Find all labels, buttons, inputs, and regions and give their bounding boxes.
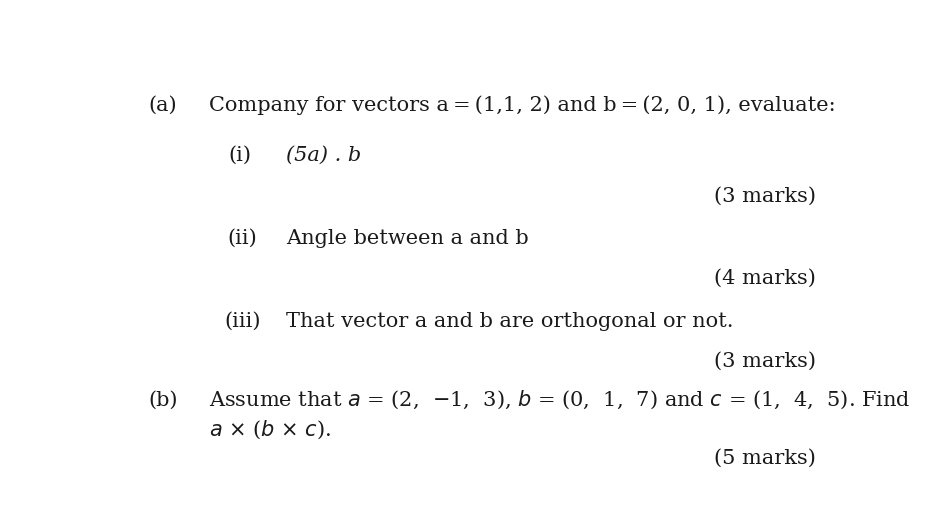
Text: (i): (i) xyxy=(228,146,252,165)
Text: $a$ $\times$ ($b$ $\times$ $c$).: $a$ $\times$ ($b$ $\times$ $c$). xyxy=(209,419,331,441)
Text: That vector a and b are orthogonal or not.: That vector a and b are orthogonal or no… xyxy=(286,312,733,331)
Text: Angle between a and b: Angle between a and b xyxy=(286,229,528,248)
Text: Assume that $a$ = (2,  $-$1,  3), $b$ = (0,  1,  7) and $c$ = (1,  4,  5). Find: Assume that $a$ = (2, $-$1, 3), $b$ = (0… xyxy=(209,389,911,411)
Text: (3 marks): (3 marks) xyxy=(714,352,816,371)
Text: (5 marks): (5 marks) xyxy=(714,449,816,468)
Text: Company for vectors a = (1,1, 2) and b = (2, 0, 1), evaluate:: Company for vectors a = (1,1, 2) and b =… xyxy=(209,95,836,115)
Text: (3 marks): (3 marks) xyxy=(714,187,816,205)
Text: (ii): (ii) xyxy=(227,229,256,248)
Text: (b): (b) xyxy=(148,390,178,409)
Text: (4 marks): (4 marks) xyxy=(714,269,816,288)
Text: (5a) . b: (5a) . b xyxy=(286,146,362,165)
Text: (a): (a) xyxy=(148,96,177,115)
Text: (iii): (iii) xyxy=(225,312,261,331)
